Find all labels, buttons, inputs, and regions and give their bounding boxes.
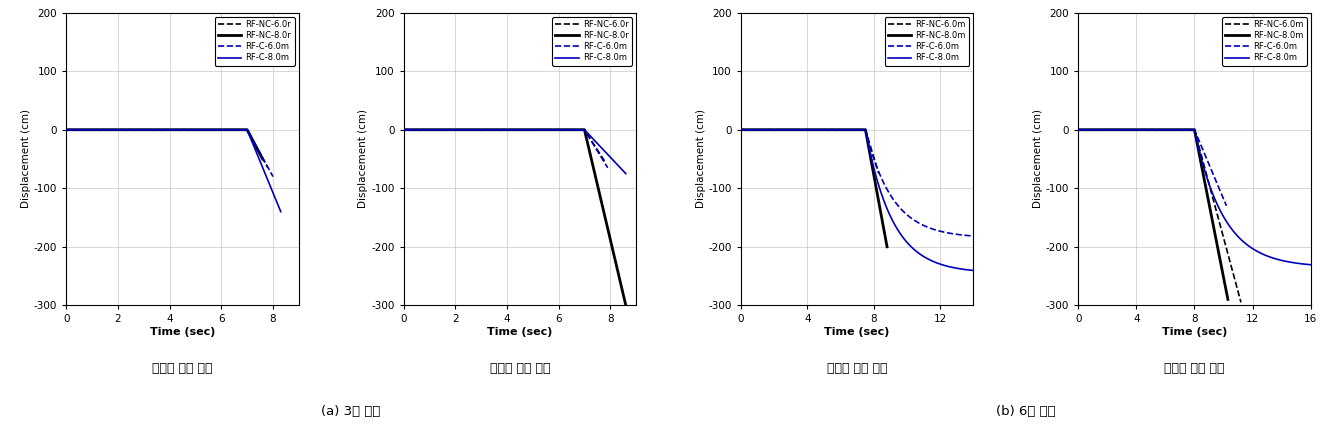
Text: 중앙부 기둥 제거: 중앙부 기둥 제거 (490, 363, 549, 375)
X-axis label: Time (sec): Time (sec) (150, 327, 216, 337)
X-axis label: Time (sec): Time (sec) (825, 327, 890, 337)
Text: 중앙부 기둥 제거: 중앙부 기둥 제거 (1164, 363, 1225, 375)
X-axis label: Time (sec): Time (sec) (1161, 327, 1227, 337)
Legend: RF-NC-6.0r, RF-NC-8.0r, RF-C-6.0m, RF-C-8.0m: RF-NC-6.0r, RF-NC-8.0r, RF-C-6.0m, RF-C-… (552, 17, 632, 66)
X-axis label: Time (sec): Time (sec) (487, 327, 552, 337)
Legend: RF-NC-6.0r, RF-NC-8.0r, RF-C-6.0m, RF-C-8.0m: RF-NC-6.0r, RF-NC-8.0r, RF-C-6.0m, RF-C-… (214, 17, 295, 66)
Y-axis label: Displacement (cm): Displacement (cm) (1033, 109, 1043, 209)
Text: 모서리 기둥 제거: 모서리 기둥 제거 (152, 363, 213, 375)
Legend: RF-NC-6.0m, RF-NC-8.0m, RF-C-6.0m, RF-C-8.0m: RF-NC-6.0m, RF-NC-8.0m, RF-C-6.0m, RF-C-… (884, 17, 969, 66)
Y-axis label: Displacement (cm): Displacement (cm) (359, 109, 368, 209)
Y-axis label: Displacement (cm): Displacement (cm) (695, 109, 706, 209)
Y-axis label: Displacement (cm): Displacement (cm) (21, 109, 30, 209)
Legend: RF-NC-6.0m, RF-NC-8.0m, RF-C-6.0m, RF-C-8.0m: RF-NC-6.0m, RF-NC-8.0m, RF-C-6.0m, RF-C-… (1222, 17, 1307, 66)
Text: (b) 6층 모델: (b) 6층 모델 (996, 405, 1055, 418)
Text: 모서리 기둥 제거: 모서리 기둥 제거 (828, 363, 887, 375)
Text: (a) 3층 모델: (a) 3층 모델 (322, 405, 381, 418)
